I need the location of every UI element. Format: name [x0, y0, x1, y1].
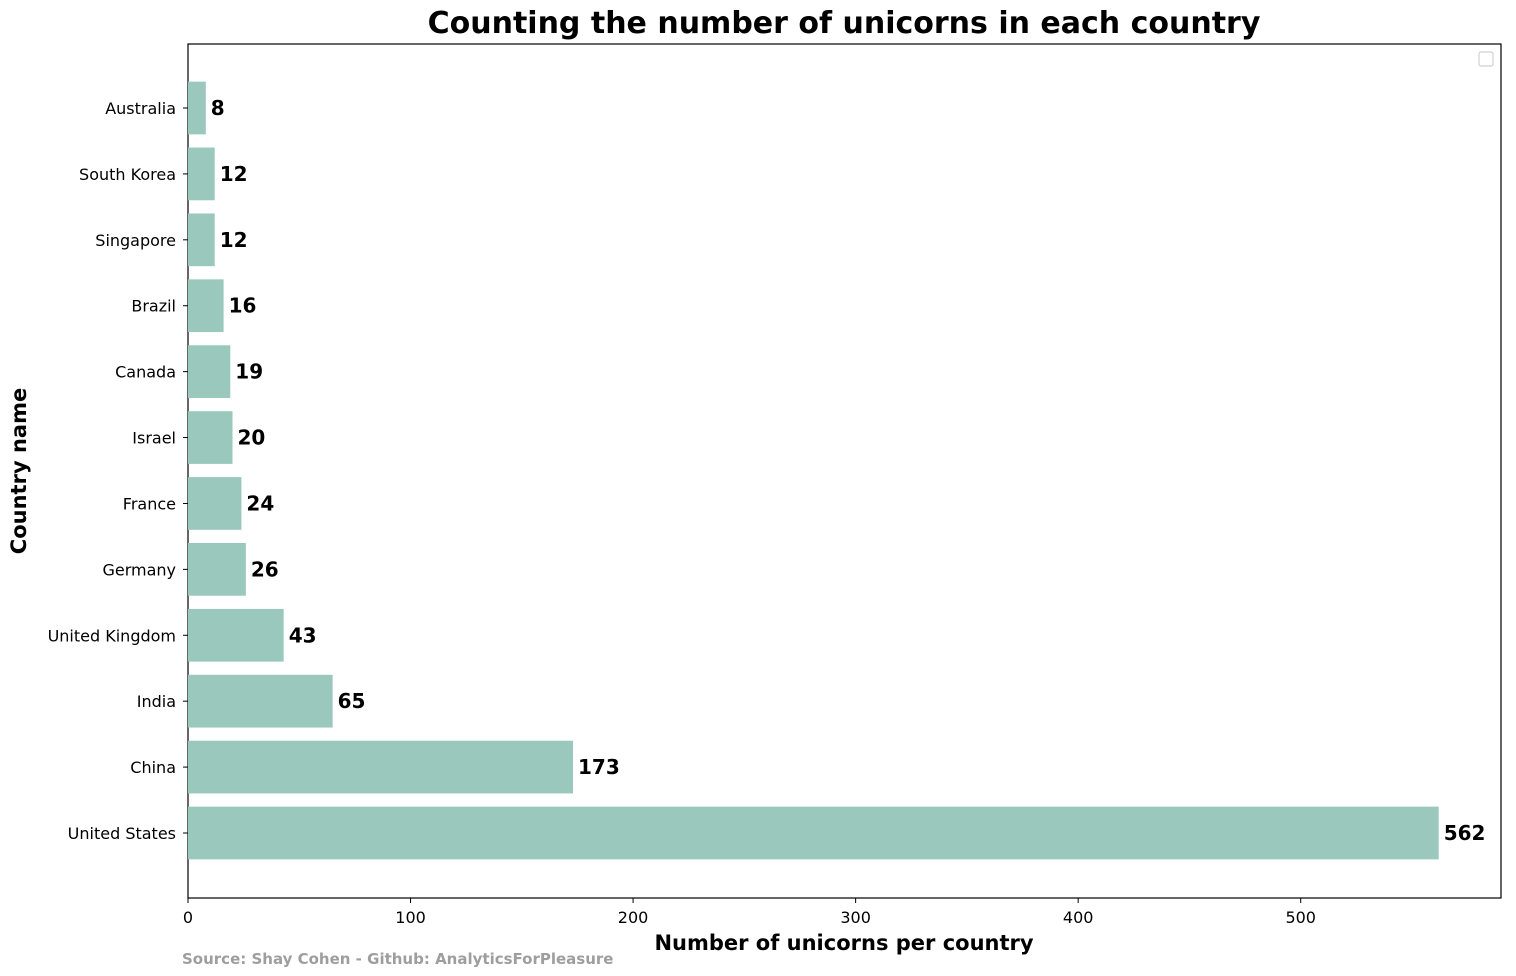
bar-value-label: 19: [235, 360, 263, 384]
bar-brazil: [188, 279, 224, 333]
bar-singapore: [188, 213, 215, 267]
y-tick-label: France: [123, 494, 176, 513]
bar-united-states: [188, 806, 1439, 860]
bar-value-label: 173: [578, 755, 620, 779]
x-tick-label: 100: [395, 908, 426, 927]
ticks-layer: United States China India United Kingdom Ger…: [48, 99, 1316, 927]
y-tick-label: Germany: [102, 560, 176, 579]
bar-value-label: 8: [211, 96, 225, 120]
y-tick-label: United States: [68, 824, 176, 843]
bar-value-label: 43: [289, 623, 317, 647]
bar-china: [188, 740, 573, 794]
bar-value-label: 24: [246, 491, 274, 515]
bars-layer: 562 173 65 43 26 24 20 19 16 12 12 8: [188, 81, 1486, 860]
bar-value-label: 562: [1444, 821, 1486, 845]
bar-value-label: 16: [229, 294, 257, 318]
bar-india: [188, 674, 333, 728]
bar-germany: [188, 543, 246, 596]
x-tick-label: 500: [1285, 908, 1316, 927]
y-tick-label: Singapore: [95, 231, 176, 250]
bar-value-label: 20: [238, 426, 266, 450]
y-axis-label: Country name: [7, 388, 31, 554]
y-tick-label: Australia: [105, 99, 176, 118]
bar-value-label: 12: [220, 228, 248, 252]
bar-south-korea: [188, 147, 215, 201]
bar-value-label: 12: [220, 162, 248, 186]
bar-australia: [188, 81, 206, 135]
bar-canada: [188, 345, 231, 398]
x-tick-label: 300: [840, 908, 871, 927]
y-tick-label: India: [137, 692, 176, 711]
y-tick-label: South Korea: [79, 165, 176, 184]
bar-united-kingdom: [188, 608, 284, 662]
x-tick-label: 400: [1063, 908, 1094, 927]
bar-value-label: 65: [338, 689, 366, 713]
source-note: Source: Shay Cohen - Github: AnalyticsFo…: [182, 950, 613, 968]
bar-france: [188, 477, 242, 530]
y-tick-label: Brazil: [131, 297, 176, 316]
x-tick-label: 200: [618, 908, 649, 927]
x-axis-label: Number of unicorns per country: [654, 931, 1033, 955]
chart-title: Counting the number of unicorns in each …: [428, 6, 1261, 41]
bar-value-label: 26: [251, 557, 279, 581]
y-tick-label: United Kingdom: [48, 626, 176, 645]
y-tick-label: China: [130, 758, 176, 777]
y-tick-label: Israel: [132, 429, 176, 448]
y-tick-label: Canada: [115, 363, 176, 382]
legend-box: [1478, 51, 1494, 67]
bar-israel: [188, 411, 233, 464]
x-tick-label: 0: [183, 908, 193, 927]
plot-area: [187, 43, 1502, 899]
